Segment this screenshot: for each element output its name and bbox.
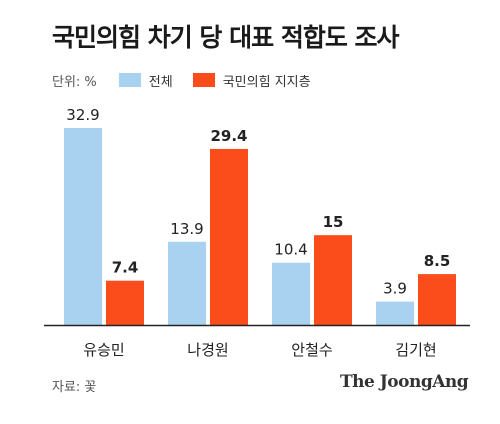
legend-item-ppp: 국민의힘 지지층 — [192, 71, 311, 90]
legend-item-all: 전체 — [118, 71, 173, 90]
bar-all-2 — [168, 241, 206, 325]
bar-ppp-3 — [314, 235, 352, 325]
unit-label: 단위: % — [52, 74, 97, 90]
bar-ppp-2 — [210, 148, 248, 325]
bar-ppp-4 — [418, 274, 456, 325]
source-note: 자료: 꽃 — [52, 380, 97, 395]
brand-logo: The JoongAng — [340, 372, 469, 392]
legend-label-all: 전체 — [148, 74, 173, 90]
data-label-all-3: 10.4 — [274, 241, 307, 259]
data-label-all-2: 13.9 — [170, 220, 203, 238]
category-label-3: 안철수 — [291, 341, 332, 359]
data-label-all-4: 3.9 — [383, 280, 407, 298]
legend-swatch-all — [118, 73, 141, 87]
bar-all-4 — [376, 301, 414, 325]
bar-all-1 — [64, 128, 102, 325]
bar-all-3 — [272, 262, 310, 325]
data-label-ppp-1: 7.4 — [112, 259, 139, 277]
chart-title: 국민의힘 차기 당 대표 적합도 조사 — [52, 23, 400, 52]
data-label-ppp-2: 29.4 — [210, 127, 247, 145]
category-label-1: 유승민 — [83, 341, 124, 359]
legend-swatch-ppp — [192, 73, 215, 87]
data-label-ppp-4: 8.5 — [424, 252, 451, 270]
legend-label-ppp: 국민의힘 지지층 — [222, 74, 311, 90]
category-label-2: 나경원 — [187, 341, 228, 359]
legend: 단위: % 전체 국민의힘 지지층 — [52, 70, 331, 90]
category-label-4: 김기현 — [395, 341, 436, 359]
data-label-ppp-3: 15 — [323, 213, 344, 231]
bar-ppp-1 — [106, 280, 144, 325]
data-label-all-1: 32.9 — [66, 106, 99, 124]
